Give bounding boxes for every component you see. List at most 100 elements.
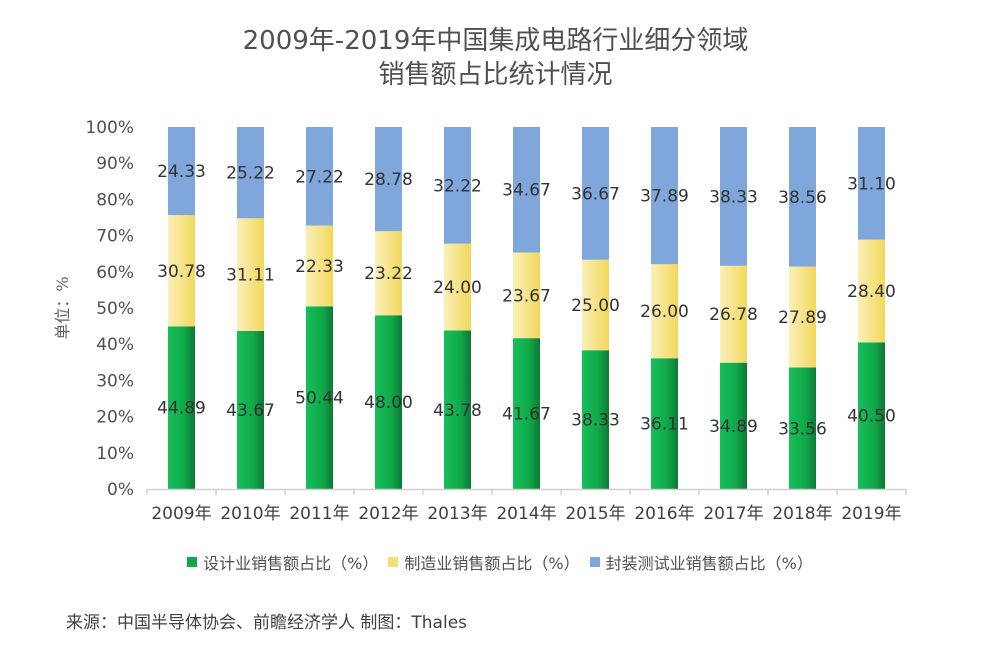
bar-segment-packaging-testing xyxy=(582,127,609,260)
bar-segment-manufacturing xyxy=(513,252,540,339)
bar-segment-manufacturing xyxy=(375,231,402,316)
y-tick-label: 60% xyxy=(96,263,134,283)
y-tick-label: 30% xyxy=(96,371,134,391)
data-label: 31.11 xyxy=(226,266,275,286)
data-label: 48.00 xyxy=(364,393,413,413)
bar-segment-design xyxy=(306,306,333,489)
bar-segment-design xyxy=(513,338,540,489)
data-label: 41.67 xyxy=(502,405,551,425)
bar-segment-packaging-testing xyxy=(720,127,747,266)
bar-segment-design xyxy=(582,350,609,489)
data-label: 23.67 xyxy=(502,286,551,306)
data-label: 28.78 xyxy=(364,170,413,190)
bar-segment-manufacturing xyxy=(444,243,471,331)
legend: 设计业销售额占比（%） 制造业销售额占比（%） 封装测试业销售额占比（%） xyxy=(110,550,890,574)
bar-segment-manufacturing xyxy=(720,265,747,363)
x-tick-label: 2018年 xyxy=(772,504,832,524)
bar-segment-manufacturing xyxy=(168,215,195,327)
chart-title-line-1: 2009年-2019年中国集成电路行业细分领域 xyxy=(242,26,749,56)
bar-segment-manufacturing xyxy=(306,225,333,307)
x-tick-label: 2016年 xyxy=(634,504,694,524)
bar-segment-packaging-testing xyxy=(789,126,816,267)
data-label: 36.67 xyxy=(571,184,620,204)
bar-segment-manufacturing xyxy=(789,266,816,368)
x-tick-label: 2010年 xyxy=(220,504,280,524)
x-tick-label: 2009年 xyxy=(151,504,211,524)
bar-segment-design xyxy=(444,330,471,489)
data-label: 43.78 xyxy=(433,401,482,421)
y-tick-label: 0% xyxy=(107,480,134,500)
y-axis-unit-label: 单位：% xyxy=(53,276,72,339)
y-tick-label: 70% xyxy=(96,227,134,247)
data-label: 38.33 xyxy=(709,187,758,207)
data-label: 38.33 xyxy=(571,411,620,431)
data-label: 24.33 xyxy=(157,162,206,182)
bar-segment-design xyxy=(858,342,885,489)
data-label: 36.11 xyxy=(640,415,689,435)
data-label: 33.56 xyxy=(778,419,827,439)
legend-label: 制造业销售额占比（%） xyxy=(404,554,580,573)
y-tick-label: 100% xyxy=(85,118,134,138)
data-label: 37.89 xyxy=(640,187,689,207)
data-label: 50.44 xyxy=(295,389,344,409)
data-label: 38.56 xyxy=(778,188,827,208)
bar-segment-manufacturing xyxy=(858,239,885,343)
x-tick-label: 2015年 xyxy=(565,504,625,524)
data-label: 26.78 xyxy=(709,305,758,325)
data-label: 34.89 xyxy=(709,417,758,437)
data-label: 30.78 xyxy=(157,262,206,282)
x-tick-label: 2019年 xyxy=(841,504,901,524)
data-label: 27.22 xyxy=(295,167,344,187)
bar-segment-design xyxy=(651,358,678,489)
legend-label: 封装测试业销售额占比（%） xyxy=(605,554,813,573)
legend-swatch-icon xyxy=(187,557,198,567)
legend-item: 制造业销售额占比（%） xyxy=(388,550,580,574)
y-tick-label: 80% xyxy=(96,190,134,210)
bar-segment-design xyxy=(789,367,816,489)
data-label: 24.00 xyxy=(433,278,482,298)
bar-segment-packaging-testing xyxy=(237,127,264,219)
bar-segment-packaging-testing xyxy=(375,127,402,232)
data-label: 26.00 xyxy=(640,302,689,322)
bar-segment-design xyxy=(375,315,402,489)
x-tick-label: 2014年 xyxy=(496,504,556,524)
data-label: 28.40 xyxy=(847,282,896,302)
data-label: 23.22 xyxy=(364,264,413,284)
bar-segment-packaging-testing xyxy=(513,126,540,253)
y-tick-label: 10% xyxy=(96,444,134,464)
legend-swatch-icon xyxy=(589,557,600,567)
data-label: 40.50 xyxy=(847,407,896,427)
bar-segment-packaging-testing xyxy=(168,127,195,216)
y-tick-label: 90% xyxy=(96,154,134,174)
legend-item: 设计业销售额占比（%） xyxy=(187,550,378,574)
x-tick-label: 2012年 xyxy=(358,504,418,524)
data-label: 43.67 xyxy=(226,401,275,421)
bar-segment-packaging-testing xyxy=(651,127,678,265)
source-note: 来源：中国半导体协会、前瞻经济学人 制图：Thales xyxy=(66,613,468,633)
x-tick-label: 2013年 xyxy=(427,504,487,524)
bar-segment-design xyxy=(168,326,195,489)
legend-swatch-icon xyxy=(388,557,399,567)
bar-segment-design xyxy=(237,330,264,489)
data-label: 31.10 xyxy=(847,174,896,194)
bar-segment-manufacturing xyxy=(582,259,609,351)
chart-title-line-2: 销售额占比统计情况 xyxy=(378,60,613,90)
y-tick-label: 50% xyxy=(96,299,134,319)
data-label: 22.33 xyxy=(295,257,344,277)
bar-segment-manufacturing xyxy=(237,218,264,331)
bar-segment-design xyxy=(720,362,747,489)
bar-segment-packaging-testing xyxy=(444,127,471,244)
data-label: 32.22 xyxy=(433,176,482,196)
data-label: 44.89 xyxy=(157,399,206,419)
data-label: 25.00 xyxy=(571,296,620,316)
data-label: 25.22 xyxy=(226,164,275,184)
bar-segment-manufacturing xyxy=(651,264,678,359)
bar-segment-packaging-testing xyxy=(858,127,885,240)
y-tick-label: 20% xyxy=(96,408,134,428)
legend-item: 封装测试业销售额占比（%） xyxy=(589,550,813,574)
data-label: 34.67 xyxy=(502,181,551,201)
data-label: 27.89 xyxy=(778,308,827,328)
bar-segment-packaging-testing xyxy=(306,127,333,226)
legend-label: 设计业销售额占比（%） xyxy=(203,554,379,573)
